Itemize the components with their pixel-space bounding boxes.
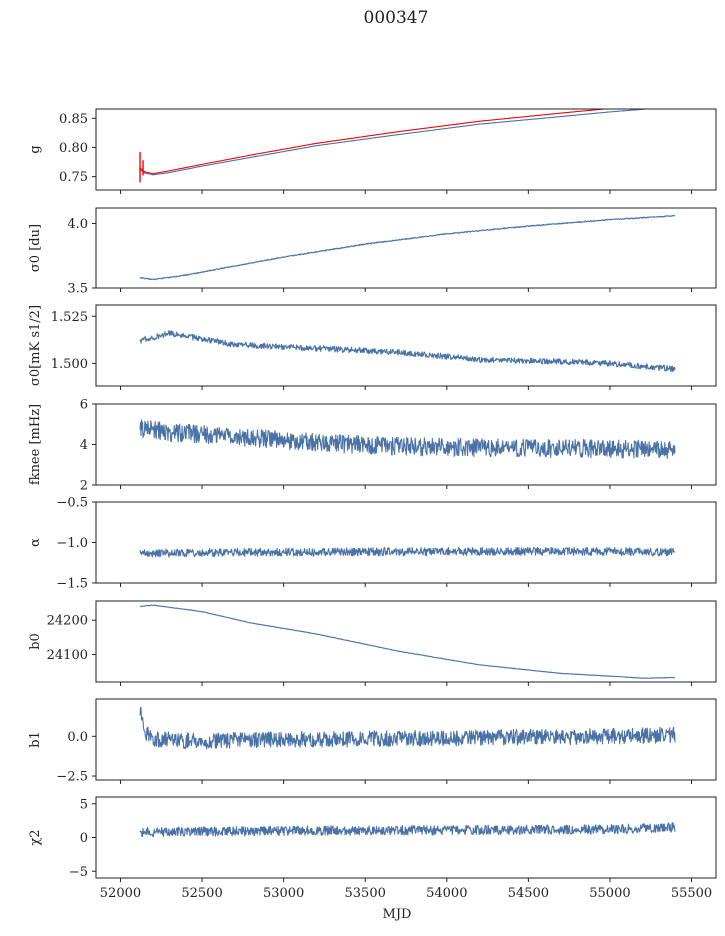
- panel-1: 0.75 0.80 0.85 g: [28, 108, 717, 194]
- x-tick-label: 52000: [100, 886, 141, 901]
- y-tick-label: 4.0: [67, 217, 88, 232]
- data-line: [139, 214, 676, 281]
- x-axis-label: MJD: [383, 907, 412, 922]
- data-line: [139, 604, 676, 679]
- y-tick-label: 1.525: [51, 310, 88, 325]
- y-axis-label: fknee [mHz]: [28, 404, 43, 485]
- y-tick-label: 1.500: [51, 357, 88, 372]
- y-tick-label: 24100: [47, 648, 88, 663]
- y-tick-label: 2: [80, 479, 88, 494]
- x-tick-label: 55000: [589, 886, 630, 901]
- y-tick-label: 0.75: [59, 170, 88, 185]
- y-tick-label: 0: [80, 831, 88, 846]
- y-tick-label: 4: [80, 438, 88, 453]
- panel-5: −1.5 −1.0 −0.5 α: [28, 496, 717, 592]
- panel-7: −2.5 0.0 b1: [28, 698, 717, 785]
- x-tick-label: 54500: [508, 886, 549, 901]
- panel-2: 3.5 4.0 σ0 [du]: [28, 207, 717, 297]
- y-tick-label: 0.0: [67, 730, 88, 745]
- y-tick-label: −1.0: [56, 536, 88, 551]
- panel-6: 24100 24200 b0: [28, 600, 717, 686]
- series-8-1: [139, 822, 676, 838]
- y-tick-label: −5: [69, 865, 88, 880]
- series-1-1: [139, 109, 654, 176]
- axes-frame: [95, 403, 717, 486]
- x-tick-label: 53500: [345, 886, 386, 901]
- data-line: [139, 546, 676, 558]
- y-axis-label: σ0[mK s1/2]: [28, 305, 43, 386]
- x-tick-label: 54000: [426, 886, 467, 901]
- y-axis-label: b0: [28, 633, 43, 650]
- y-tick-label: −0.5: [56, 496, 88, 511]
- data-line: [139, 707, 676, 750]
- y-axis-label: g: [28, 145, 43, 153]
- axes-frame: [95, 600, 717, 683]
- y-tick-label: −2.5: [56, 770, 88, 785]
- y-tick-label: 6: [80, 398, 88, 413]
- axes-frame: [95, 796, 717, 879]
- panel-4: 2 4 6 fknee [mHz]: [28, 398, 717, 494]
- data-line: [139, 822, 676, 838]
- y-axis-label: b1: [28, 731, 43, 748]
- data-line: [139, 330, 676, 373]
- series-4-1: [139, 419, 676, 460]
- series-6-1: [139, 604, 676, 679]
- series-3-1: [139, 330, 676, 373]
- x-tick-label: 55500: [671, 886, 712, 901]
- y-tick-label: 0.85: [59, 112, 88, 127]
- model-line: [139, 109, 610, 175]
- y-tick-label: 5: [80, 797, 88, 812]
- y-tick-label: −1.5: [56, 577, 88, 592]
- y-axis-label: σ0 [du]: [28, 224, 43, 272]
- data-line: [139, 419, 676, 460]
- panel-8: −5 0 5 52000 52500 53000 53500 54000 54500 55000 5…: [28, 796, 717, 922]
- y-axis-label: χ2: [28, 829, 43, 845]
- axes-frame: [95, 501, 717, 584]
- series-1-2: [139, 109, 610, 183]
- series-2-1: [139, 214, 676, 281]
- y-tick-label: 0.80: [59, 141, 88, 156]
- axes-frame: [95, 207, 717, 289]
- y-tick-label: 3.5: [67, 282, 88, 297]
- data-line: [139, 109, 654, 176]
- y-tick-label: 24200: [47, 614, 88, 629]
- axes-frame: [95, 304, 717, 387]
- series-7-1: [139, 707, 676, 750]
- figure-title: 000347: [364, 8, 429, 28]
- axes-frame: [95, 108, 717, 191]
- x-tick-label: 52500: [181, 886, 222, 901]
- series-5-1: [139, 546, 676, 558]
- panel-3: 1.500 1.525 σ0[mK s1/2]: [28, 304, 717, 390]
- axes-frame: [95, 698, 717, 781]
- x-tick-label: 53000: [263, 886, 304, 901]
- y-axis-label: α: [28, 538, 43, 547]
